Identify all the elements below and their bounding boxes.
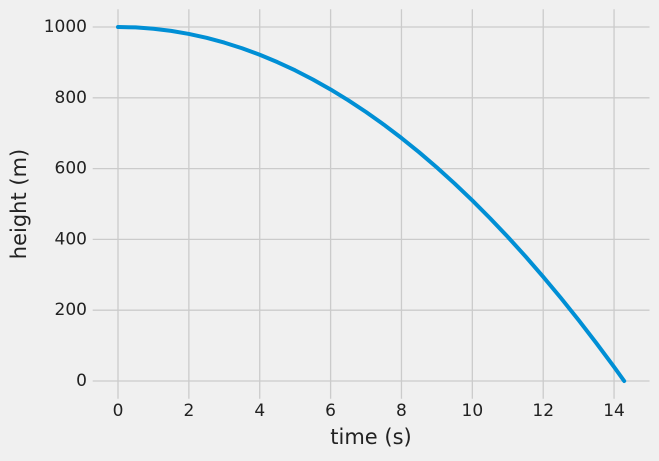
x-tick-label: 2 bbox=[183, 401, 194, 421]
x-axis-label: time (s) bbox=[330, 425, 411, 449]
x-tick-label: 10 bbox=[462, 401, 484, 421]
y-tick-label: 1000 bbox=[44, 17, 87, 37]
y-tick-label: 400 bbox=[55, 229, 87, 249]
y-tick-label: 600 bbox=[55, 159, 87, 179]
x-tick-label: 14 bbox=[603, 401, 625, 421]
plot bbox=[116, 25, 627, 383]
x-tick-label: 8 bbox=[396, 401, 407, 421]
x-tick-label: 0 bbox=[113, 401, 124, 421]
x-tick-label: 6 bbox=[325, 401, 336, 421]
grid bbox=[92, 9, 650, 399]
x-tick-label: 4 bbox=[254, 401, 265, 421]
y-tick-label: 200 bbox=[55, 300, 87, 320]
x-tick-label: 12 bbox=[532, 401, 554, 421]
y-axis-label: height (m) bbox=[7, 149, 31, 259]
data-line bbox=[116, 25, 627, 383]
y-tick-label: 0 bbox=[76, 371, 87, 391]
y-tick-label: 800 bbox=[55, 88, 87, 108]
